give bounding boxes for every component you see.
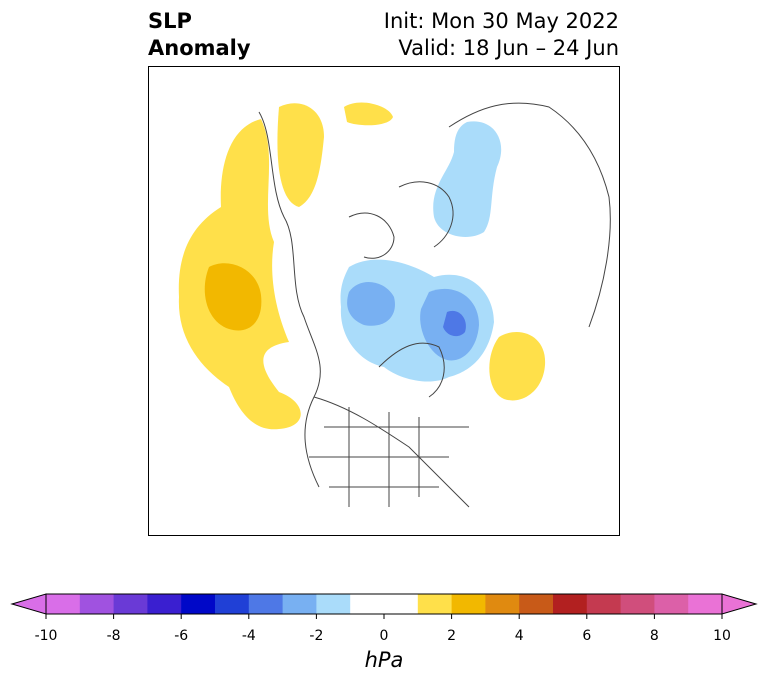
- anomaly-negative-russia: [433, 121, 502, 237]
- colorbar-segment: [654, 594, 689, 614]
- colorbar-right-extension: [721, 593, 758, 615]
- colorbar-tick-label: -6: [174, 628, 189, 644]
- colorbar-segment: [519, 594, 554, 614]
- colorbar-segment: [316, 594, 351, 614]
- colorbar-segment: [417, 594, 453, 614]
- anomaly-negative-arctic-mid: [347, 281, 395, 326]
- anomaly-positive-europe: [344, 102, 393, 126]
- chart-title-line2: Anomaly: [148, 36, 251, 60]
- init-date-label: Init: Mon 30 May 2022: [383, 9, 619, 33]
- colorbar-segment: [620, 594, 655, 614]
- colorbar-tick-label: 8: [649, 628, 659, 644]
- valid-date-label: Valid: 18 Jun – 24 Jun: [398, 36, 619, 60]
- colorbar-tick-label: -2: [309, 628, 324, 644]
- colorbar-left-extension: [10, 593, 47, 615]
- colorbar-segment: [215, 594, 250, 614]
- colorbar-segment: [79, 594, 115, 614]
- coastlines: [258, 102, 611, 508]
- colorbar-segment: [350, 594, 385, 614]
- colorbar-tick-label: 2: [447, 628, 457, 644]
- chart-dates: Init: Mon 30 May 2022 Valid: 18 Jun – 24…: [384, 8, 619, 62]
- colorbar-tick-label: 6: [582, 628, 592, 644]
- colorbar-segment: [553, 594, 588, 614]
- colorbar-segment: [248, 594, 284, 614]
- colorbar: [10, 593, 758, 619]
- colorbar-segment: [384, 594, 419, 614]
- colorbar-ticks: [45, 614, 723, 619]
- colorbar-segment: [485, 594, 520, 614]
- colorbar-segment: [451, 594, 486, 614]
- colorbar-segment: [282, 594, 317, 614]
- colorbar-unit-label: hPa: [364, 648, 404, 672]
- chart-title-line1: SLP: [148, 9, 192, 33]
- anomaly-map: [149, 102, 611, 508]
- anomaly-positive-atlantic: [489, 332, 546, 401]
- colorbar-tick-label: 0: [379, 628, 389, 644]
- anomaly-negative-greenland-core: [443, 310, 466, 337]
- colorbar-tick-label: 4: [514, 628, 524, 644]
- colorbar-segment: [147, 594, 182, 614]
- colorbar-tick-label: -4: [241, 628, 256, 644]
- map-panel: [148, 66, 620, 536]
- colorbar-segments: [46, 594, 723, 614]
- chart-title: SLP Anomaly: [148, 8, 251, 62]
- anomaly-positive-alaska: [277, 103, 324, 207]
- colorbar-tick-label: 10: [713, 628, 731, 644]
- colorbar-segment: [586, 594, 622, 614]
- colorbar-segment: [688, 594, 723, 614]
- anomaly-positive-pacific-core: [204, 263, 262, 331]
- colorbar-segment: [113, 594, 148, 614]
- colorbar-tick-label: -10: [34, 628, 58, 644]
- colorbar-segment: [181, 594, 216, 614]
- map-gap: [149, 282, 155, 322]
- colorbar-segment: [46, 594, 81, 614]
- colorbar-tick-label: -8: [106, 628, 121, 644]
